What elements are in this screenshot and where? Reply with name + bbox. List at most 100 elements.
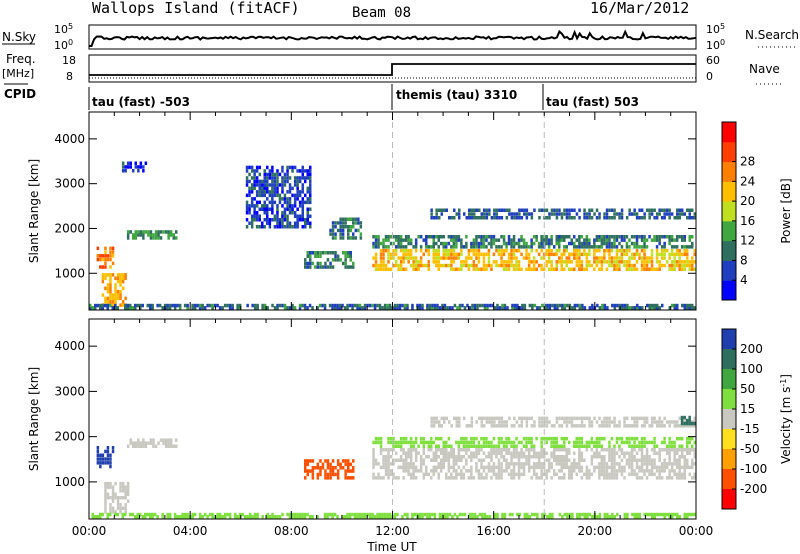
colorbar-tick-label: -15 — [740, 422, 760, 436]
y-tick-label: 2000 — [54, 430, 85, 444]
colorbar-tick-label: 24 — [740, 174, 755, 188]
colorbar-swatch — [722, 220, 736, 242]
data-feature — [430, 208, 696, 220]
colorbar-tick-label: 15 — [740, 402, 755, 416]
y-tick-label: 3000 — [54, 177, 85, 191]
y-tick-label: 1000 — [54, 475, 85, 489]
colorbar-tick-label: 8 — [740, 253, 748, 267]
colorbar-swatch — [722, 161, 736, 182]
date-title: 16/Mar/2012 — [590, 0, 689, 17]
beam-title: Beam 08 — [352, 5, 411, 21]
colorbar-title: Power [dB] — [779, 178, 793, 243]
colorbar-swatch — [722, 141, 736, 163]
data-feature — [121, 161, 148, 173]
data-feature — [126, 230, 178, 240]
colorbar-swatch — [722, 240, 736, 261]
nave-tick-top: 60 — [706, 54, 720, 67]
colorbar-velocity: 200 100 50 15 -15 -50 -100 -200 Velocity [m s-1] — [721, 328, 793, 510]
x-tick-label: 00:00 — [72, 524, 107, 538]
colorbar-title: Velocity [m s-1] — [779, 374, 793, 464]
x-axis-title: Time UT — [366, 540, 417, 554]
y-axis-title: Slant Range [km] — [27, 367, 41, 471]
data-feature — [91, 512, 696, 519]
panel-frame — [88, 111, 697, 311]
freq-trace — [89, 63, 696, 76]
data-feature — [304, 459, 355, 480]
nsky-panel — [88, 24, 697, 50]
colorbar-power: 4 8 12 16 20 24 28 Power [dB] — [721, 121, 793, 301]
colorbar-swatch — [722, 429, 736, 450]
data-feature — [372, 436, 696, 448]
data-feature — [245, 165, 312, 229]
data-feature — [96, 446, 115, 469]
nsearch-tick-top: 105 — [706, 22, 725, 36]
y-tick-label: 4000 — [54, 339, 85, 353]
colorbar-swatch — [722, 489, 736, 510]
panel-power: 1000 2000 3000 4000 Slant Range [km] 4 8 12 16 20… — [27, 111, 793, 311]
colorbar-swatch — [722, 409, 736, 430]
data-feature — [372, 235, 694, 249]
colorbar-tick-label: 16 — [740, 214, 755, 228]
colorbar-tick-label: 12 — [740, 234, 755, 248]
nsky-tick-top: 105 — [54, 22, 73, 36]
panel-velocity: 1000 2000 3000 4000 Slant Range [km] 00:00 04:… — [27, 318, 793, 538]
colorbar-tick-label: -50 — [740, 442, 760, 456]
x-tick-label: 08:00 — [274, 524, 309, 538]
x-tick-label: 00:00 — [679, 524, 714, 538]
y-tick-label: 1000 — [54, 266, 85, 280]
y-tick-label: 3000 — [54, 384, 85, 398]
data-feature — [680, 415, 696, 426]
cpid-segment-0: tau (fast) -503 — [92, 95, 190, 109]
freq-label: Freq. — [6, 52, 36, 66]
colorbar-swatch — [722, 260, 736, 281]
data-feature — [126, 438, 178, 448]
data-feature — [329, 217, 363, 240]
x-tick-label: 20:00 — [578, 524, 613, 538]
colorbar-swatch — [722, 122, 736, 143]
colorbar-tick-label: 28 — [740, 155, 755, 169]
colorbar-tick-label: 20 — [740, 194, 755, 208]
cpid-label: CPID — [4, 87, 36, 101]
freq-unit: [MHz] — [2, 67, 34, 80]
colorbar-swatch — [722, 349, 736, 370]
nsky-trace — [89, 29, 697, 47]
freq-panel — [88, 54, 697, 83]
colorbar-swatch — [722, 280, 736, 301]
colorbar-swatch — [722, 201, 736, 222]
station-title: Wallops Island (fitACF) — [92, 0, 300, 17]
nsky-label: N.Sky — [2, 30, 36, 44]
data-feature — [96, 246, 115, 269]
colorbar-tick-label: 100 — [740, 362, 763, 376]
freq-tick-top: 18 — [62, 54, 76, 67]
nsearch-label: N.Search — [745, 28, 799, 42]
freq-tick-bottom: 8 — [66, 70, 73, 83]
colorbar-swatch — [722, 469, 736, 490]
nsky-tick-bottom: 100 — [54, 38, 73, 52]
data-feature — [104, 481, 130, 514]
colorbar-tick-label: 50 — [740, 382, 755, 396]
y-tick-label: 2000 — [54, 221, 85, 235]
colorbar-swatch — [722, 329, 736, 350]
cpid-segment-1: themis (tau) 3310 — [396, 88, 517, 102]
nsearch-tick-bottom: 100 — [706, 38, 725, 52]
colorbar-tick-label: 200 — [740, 342, 763, 356]
data-feature — [372, 248, 696, 271]
colorbar-tick-label: 4 — [740, 273, 748, 287]
x-tick-label: 12:00 — [375, 524, 410, 538]
data-feature — [372, 448, 696, 480]
colorbar-swatch — [722, 449, 736, 470]
cpid-segment-2: tau (fast) 503 — [546, 95, 639, 109]
x-tick-label: 04:00 — [173, 524, 208, 538]
y-tick-label: 4000 — [54, 132, 85, 146]
data-feature — [430, 416, 696, 428]
colorbar-tick-label: -200 — [740, 482, 767, 496]
y-axis-title: Slant Range [km] — [27, 159, 41, 263]
data-feature — [304, 251, 355, 269]
nave-tick-bottom: 0 — [706, 70, 713, 83]
colorbar-swatch — [722, 181, 736, 202]
nave-label: Nave — [749, 62, 780, 76]
colorbar-swatch — [722, 369, 736, 390]
colorbar-tick-label: -100 — [740, 462, 767, 476]
x-tick-label: 16:00 — [476, 524, 511, 538]
